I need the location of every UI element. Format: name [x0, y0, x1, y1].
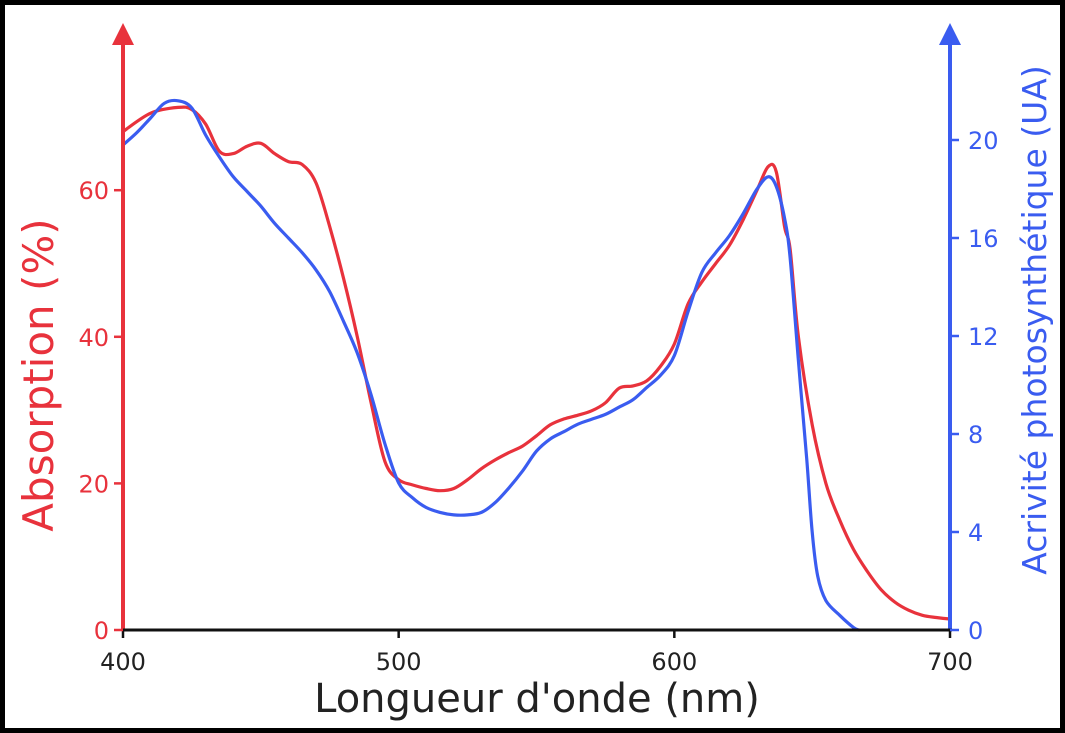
x-tick-label: 700 — [927, 648, 973, 676]
left-axis-arrow-icon — [112, 23, 134, 45]
curves-layer — [121, 98, 952, 632]
left-y-tick-label: 40 — [78, 324, 109, 352]
x-tick-label: 400 — [100, 648, 146, 676]
left-y-tick-label: 0 — [94, 617, 109, 645]
activity-curve — [121, 98, 861, 632]
right-y-tick-label: 12 — [968, 323, 999, 351]
absorption-curve — [121, 105, 952, 621]
right-axis-title: Acrivité photosynthétique (UA) — [1015, 65, 1054, 575]
x-tick-label: 600 — [651, 648, 697, 676]
axes-layer — [112, 23, 961, 632]
right-y-tick-label: 4 — [968, 519, 983, 547]
right-y-tick-label: 8 — [968, 421, 983, 449]
right-axis-arrow-icon — [939, 23, 961, 45]
right-y-tick-label: 20 — [968, 127, 999, 155]
right-y-tick-label: 0 — [968, 617, 983, 645]
left-axis-title: Absorption (%) — [14, 218, 63, 531]
left-y-tick-label: 60 — [78, 177, 109, 205]
x-tick-label: 500 — [376, 648, 422, 676]
left-y-tick-label: 20 — [78, 470, 109, 498]
x-axis-title: Longueur d'onde (nm) — [314, 676, 760, 722]
right-y-tick-label: 16 — [968, 225, 999, 253]
